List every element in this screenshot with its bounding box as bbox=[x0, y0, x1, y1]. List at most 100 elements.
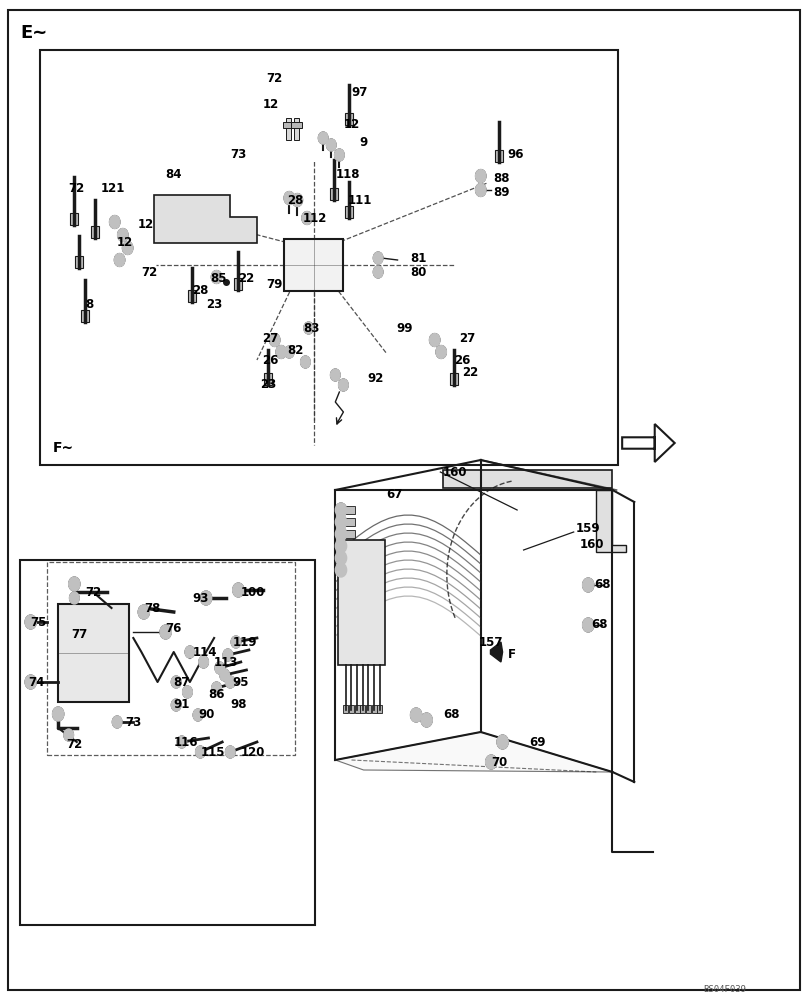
Circle shape bbox=[270, 334, 280, 347]
Text: 22: 22 bbox=[462, 365, 478, 378]
Circle shape bbox=[373, 252, 383, 264]
Circle shape bbox=[339, 379, 348, 391]
Text: 119: 119 bbox=[233, 636, 257, 648]
Text: 112: 112 bbox=[303, 212, 327, 225]
Bar bbox=[81, 310, 89, 322]
Circle shape bbox=[25, 615, 36, 629]
Text: 77: 77 bbox=[71, 629, 87, 642]
Text: 97: 97 bbox=[351, 86, 368, 99]
Text: 121: 121 bbox=[101, 182, 125, 194]
Circle shape bbox=[64, 729, 74, 741]
Polygon shape bbox=[154, 195, 257, 243]
Bar bbox=[40, 50, 618, 465]
Circle shape bbox=[335, 539, 347, 553]
Circle shape bbox=[69, 577, 80, 591]
Circle shape bbox=[212, 682, 221, 694]
Circle shape bbox=[138, 605, 149, 619]
Circle shape bbox=[304, 322, 314, 334]
Text: 89: 89 bbox=[493, 186, 509, 198]
Text: 157: 157 bbox=[478, 636, 503, 648]
Circle shape bbox=[430, 334, 440, 347]
Bar bbox=[234, 278, 242, 290]
Text: 68: 68 bbox=[591, 618, 608, 632]
Text: 111: 111 bbox=[347, 194, 372, 207]
Circle shape bbox=[373, 266, 383, 278]
Text: 100: 100 bbox=[241, 585, 265, 598]
Text: BS04F039: BS04F039 bbox=[703, 985, 746, 994]
Text: 73: 73 bbox=[230, 148, 246, 161]
Circle shape bbox=[292, 194, 302, 207]
Circle shape bbox=[177, 736, 187, 748]
Text: 26: 26 bbox=[263, 354, 279, 366]
Text: 68: 68 bbox=[443, 708, 459, 722]
Text: F~: F~ bbox=[53, 441, 74, 455]
Circle shape bbox=[200, 591, 212, 605]
Text: 26: 26 bbox=[454, 354, 470, 366]
Circle shape bbox=[199, 656, 208, 668]
Bar bbox=[345, 113, 353, 125]
Polygon shape bbox=[596, 490, 626, 552]
Circle shape bbox=[231, 636, 241, 648]
Bar bbox=[377, 705, 382, 713]
Text: 72: 72 bbox=[85, 585, 101, 598]
Text: 76: 76 bbox=[166, 621, 182, 635]
Text: 70: 70 bbox=[491, 756, 507, 768]
Circle shape bbox=[215, 662, 225, 674]
Text: 28: 28 bbox=[192, 284, 208, 296]
Bar bbox=[345, 506, 355, 514]
Bar bbox=[75, 256, 83, 268]
Circle shape bbox=[276, 346, 286, 359]
Circle shape bbox=[193, 709, 203, 721]
Circle shape bbox=[185, 646, 195, 658]
Text: 88: 88 bbox=[493, 172, 509, 184]
Bar bbox=[286, 118, 291, 140]
Text: 98: 98 bbox=[230, 698, 246, 712]
Polygon shape bbox=[490, 642, 503, 662]
Circle shape bbox=[118, 229, 128, 241]
Text: 12: 12 bbox=[263, 99, 279, 111]
Bar bbox=[372, 705, 377, 713]
Circle shape bbox=[233, 583, 244, 597]
Text: 12: 12 bbox=[137, 219, 154, 232]
Bar bbox=[20, 560, 315, 925]
Circle shape bbox=[225, 676, 235, 688]
Bar bbox=[345, 530, 355, 538]
Bar bbox=[349, 705, 354, 713]
Text: F: F bbox=[507, 648, 516, 662]
Text: 8: 8 bbox=[85, 298, 93, 312]
Circle shape bbox=[183, 686, 192, 698]
Circle shape bbox=[225, 746, 235, 758]
Text: 67: 67 bbox=[386, 488, 402, 502]
Bar bbox=[292, 122, 301, 128]
Text: 92: 92 bbox=[368, 371, 384, 384]
Circle shape bbox=[25, 675, 36, 689]
Circle shape bbox=[436, 346, 446, 359]
Bar bbox=[355, 705, 360, 713]
Text: 23: 23 bbox=[206, 298, 222, 312]
Bar bbox=[366, 705, 371, 713]
Text: 86: 86 bbox=[208, 688, 225, 702]
Text: 79: 79 bbox=[267, 278, 283, 292]
Circle shape bbox=[171, 676, 181, 688]
Text: E~: E~ bbox=[20, 24, 48, 42]
Bar bbox=[338, 540, 385, 665]
Circle shape bbox=[160, 625, 171, 639]
Text: 114: 114 bbox=[192, 646, 217, 658]
Circle shape bbox=[475, 169, 486, 182]
Circle shape bbox=[171, 699, 181, 711]
Bar bbox=[264, 373, 272, 385]
Circle shape bbox=[223, 649, 233, 661]
Polygon shape bbox=[622, 424, 675, 462]
Bar bbox=[345, 518, 355, 526]
Text: 74: 74 bbox=[28, 676, 44, 688]
Bar bbox=[284, 239, 343, 291]
Bar bbox=[345, 542, 355, 550]
Text: 99: 99 bbox=[396, 322, 412, 334]
Bar bbox=[294, 118, 299, 140]
Text: 72: 72 bbox=[267, 72, 283, 85]
Circle shape bbox=[302, 212, 313, 225]
Text: 23: 23 bbox=[260, 378, 276, 391]
Circle shape bbox=[123, 241, 133, 254]
Text: 75: 75 bbox=[31, 615, 47, 629]
Text: 80: 80 bbox=[410, 265, 427, 278]
